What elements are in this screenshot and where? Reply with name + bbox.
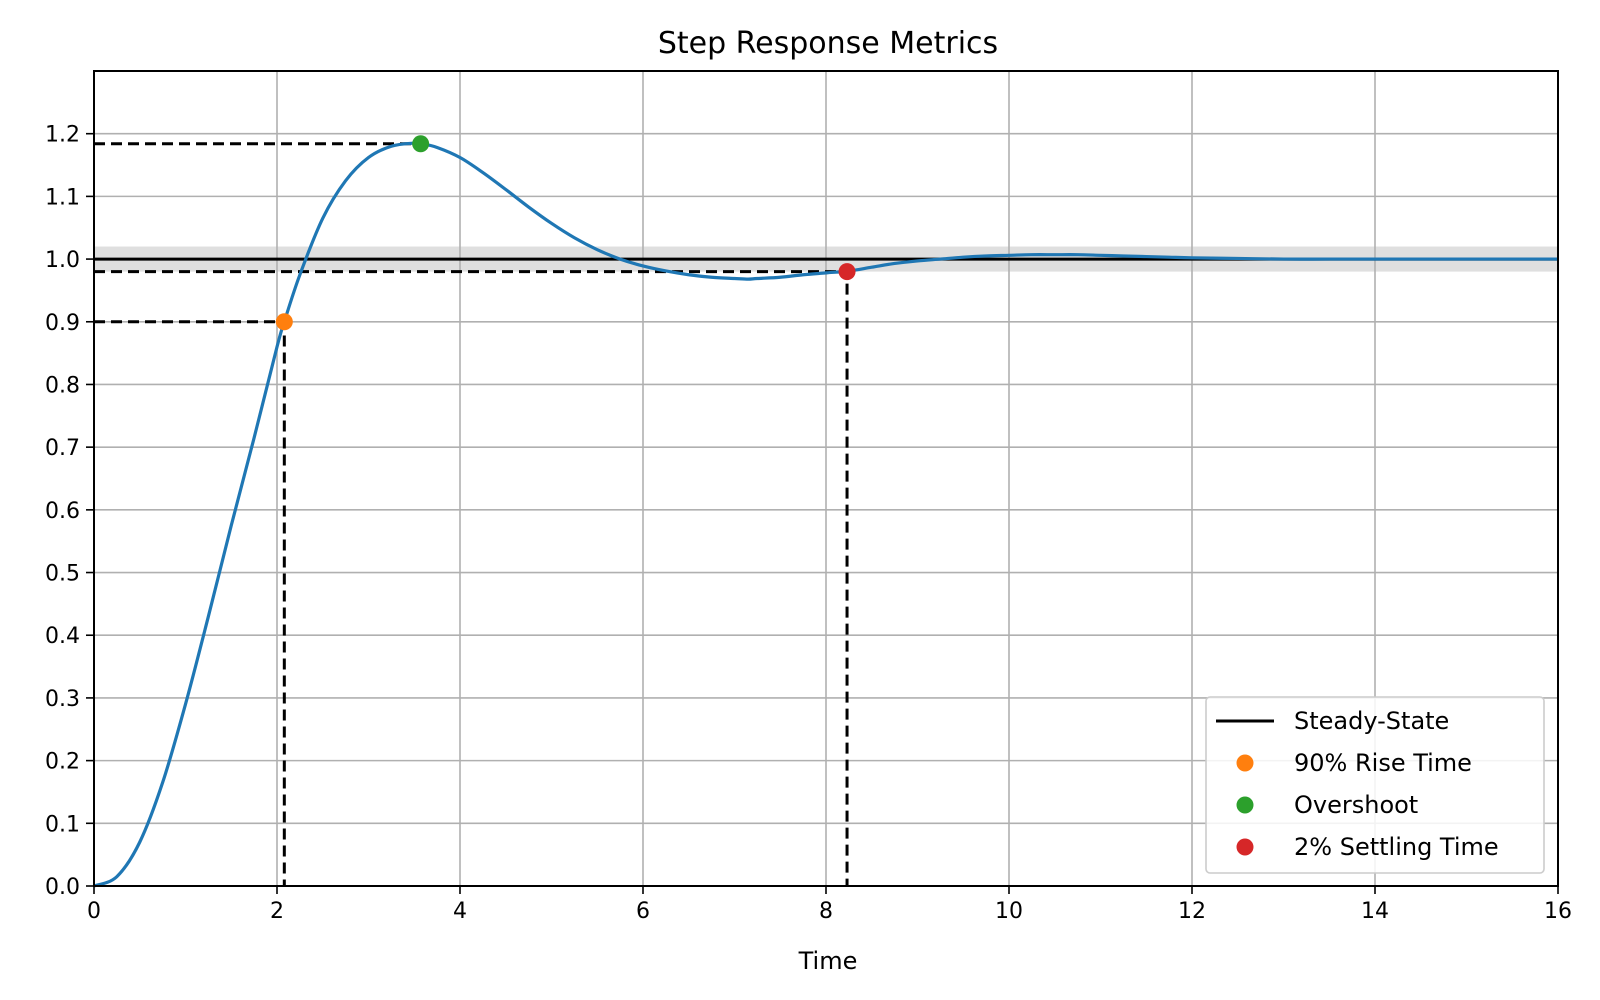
y-tick-label: 1.2	[45, 123, 80, 148]
y-tick-label: 0.0	[45, 875, 80, 900]
y-tick-label: 0.1	[45, 812, 80, 837]
x-tick-label: 4	[453, 899, 467, 924]
legend-label: Steady-State	[1294, 707, 1449, 735]
x-axis-label: Time	[798, 947, 858, 975]
legend-dot-swatch	[1236, 796, 1254, 814]
y-tick-label: 0.9	[45, 311, 80, 336]
y-tick-label: 0.5	[45, 562, 80, 587]
y-tick-label: 0.2	[45, 750, 80, 775]
overshoot-marker	[412, 135, 430, 153]
legend-label: 2% Settling Time	[1294, 833, 1499, 861]
y-tick-label: 0.3	[45, 687, 80, 712]
y-tick-label: 0.6	[45, 499, 80, 524]
settling-time-marker	[838, 263, 856, 281]
legend-box	[1205, 696, 1545, 874]
x-tick-label: 2	[270, 899, 284, 924]
y-tick-label: 1.1	[45, 185, 80, 210]
chart-title: Step Response Metrics	[658, 26, 998, 61]
y-tick-label: 0.4	[45, 624, 80, 649]
legend-dot-swatch	[1236, 754, 1254, 772]
y-tick-label: 0.8	[45, 373, 80, 398]
x-tick-label: 12	[1178, 899, 1206, 924]
y-tick-label: 0.7	[45, 436, 80, 461]
x-tick-label: 0	[87, 899, 101, 924]
x-tick-label: 16	[1544, 899, 1572, 924]
legend: Steady-State 90% Rise Time Overshoot 2% Set…	[1205, 696, 1545, 874]
rise-time-guide	[94, 320, 286, 886]
legend-label: 90% Rise Time	[1294, 749, 1472, 777]
x-tick-label: 6	[636, 899, 650, 924]
rise-time-marker	[275, 313, 293, 331]
settling-time-guide	[94, 270, 849, 886]
legend-dot-swatch	[1236, 838, 1254, 856]
x-tick-label: 8	[819, 899, 833, 924]
legend-label: Overshoot	[1294, 791, 1418, 819]
x-tick-label: 14	[1361, 899, 1389, 924]
y-tick-label: 1.0	[45, 248, 80, 273]
x-tick-label: 10	[995, 899, 1023, 924]
